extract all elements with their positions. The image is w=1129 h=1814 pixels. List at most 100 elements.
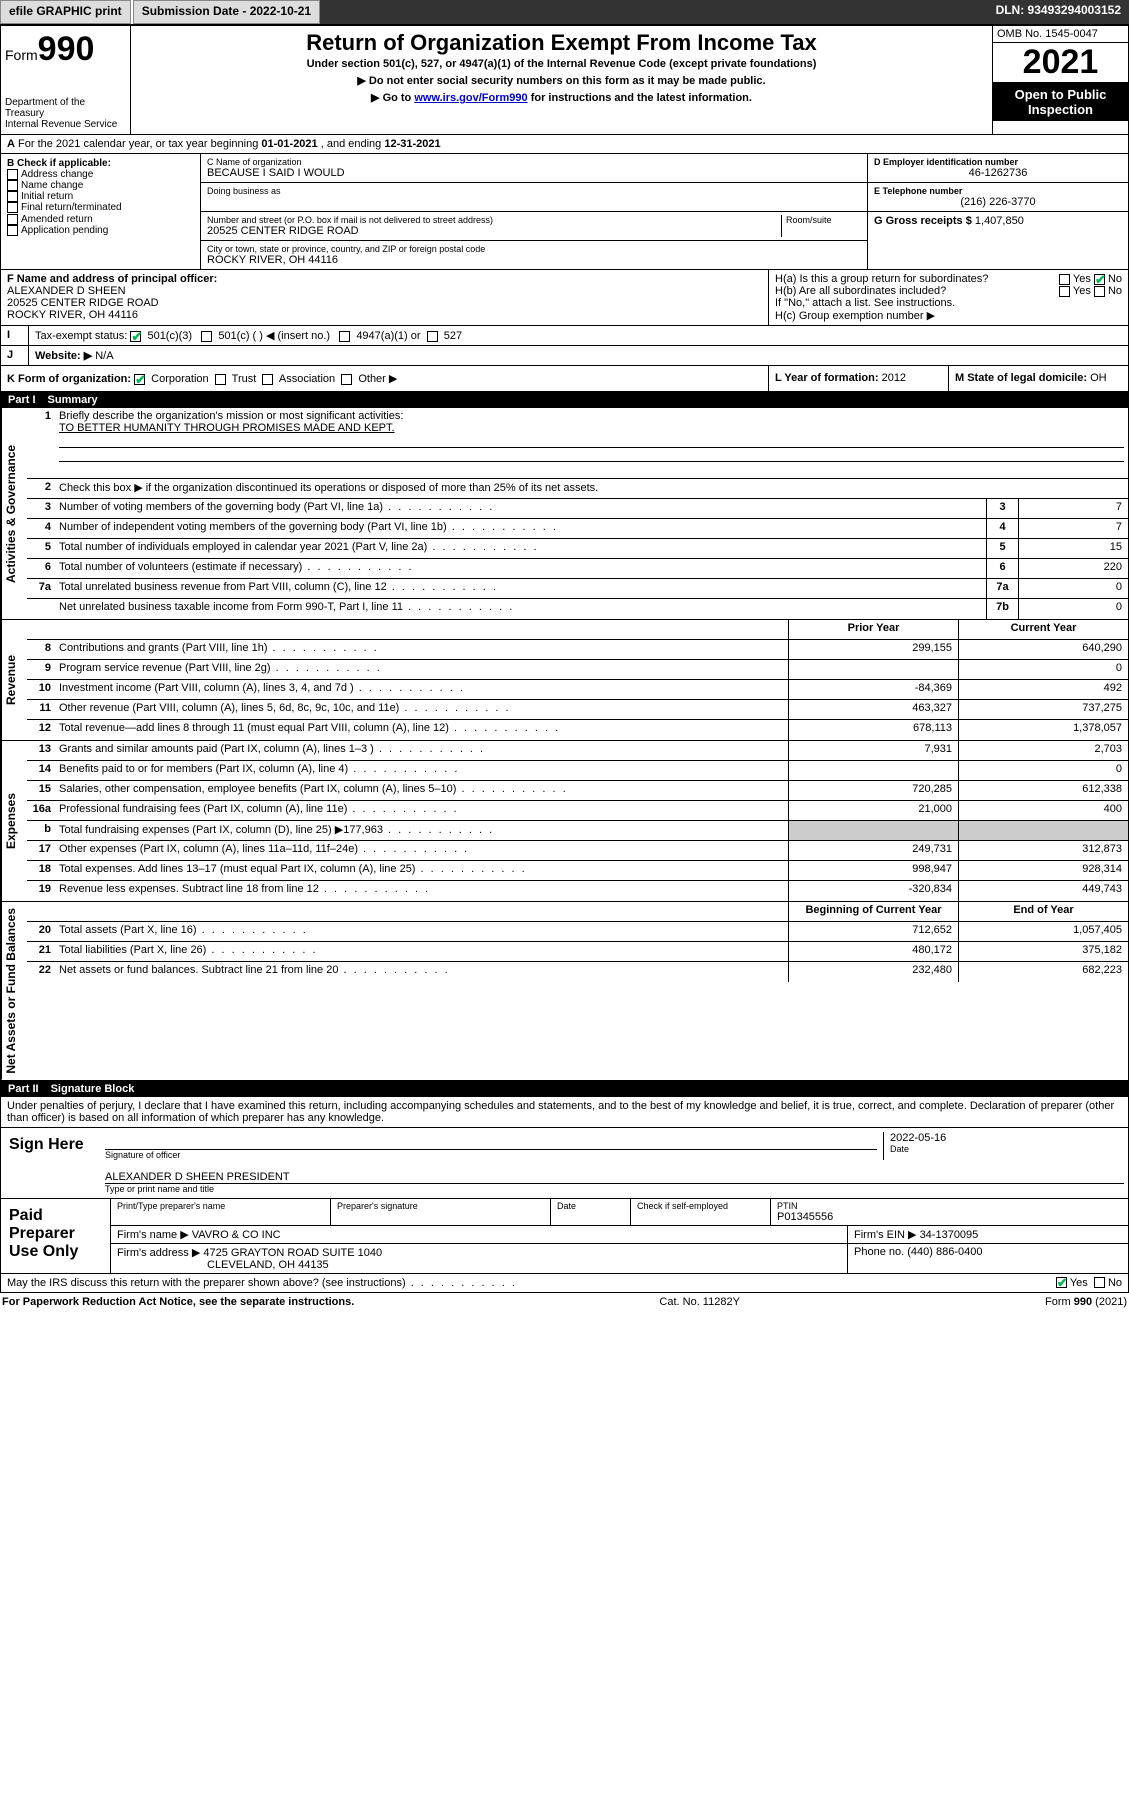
row-box: 3 (986, 499, 1018, 518)
hb-yes[interactable] (1059, 286, 1070, 297)
opt-other: Other ▶ (358, 373, 397, 385)
discuss-no[interactable] (1094, 1277, 1105, 1288)
dba-label: Doing business as (207, 186, 861, 196)
row-desc: Total unrelated business revenue from Pa… (55, 579, 986, 598)
part2-header: Part II Signature Block (0, 1081, 1129, 1097)
section-f: F Name and address of principal officer:… (1, 270, 768, 325)
topbar-spacer (320, 0, 987, 24)
part1-header: Part I Summary (0, 392, 1129, 408)
current-val: 2,703 (958, 741, 1128, 760)
prior-val (788, 761, 958, 780)
signature-date: 2022-05-16 (890, 1132, 1124, 1144)
topbar: efile GRAPHIC print Submission Date - 20… (0, 0, 1129, 24)
section-deg: D Employer identification number 46-1262… (868, 154, 1128, 269)
irs-link[interactable]: www.irs.gov/Form990 (414, 92, 527, 104)
domicile-value: OH (1090, 372, 1107, 384)
row-num: 15 (27, 781, 55, 800)
form-subtitle: Under section 501(c), 527, or 4947(a)(1)… (139, 58, 984, 70)
prior-val: 463,327 (788, 700, 958, 719)
hb-no[interactable] (1094, 286, 1105, 297)
officer-addr1: 20525 CENTER RIDGE ROAD (7, 297, 159, 309)
prep-date-label: Date (557, 1201, 624, 1211)
row-num: 22 (27, 962, 55, 982)
domicile-label: M State of legal domicile: (955, 372, 1087, 384)
discuss-yes-label: Yes (1070, 1277, 1088, 1289)
check-amended[interactable] (7, 214, 18, 225)
opt-pending: Application pending (21, 225, 108, 236)
goto-note: Go to www.irs.gov/Form990 for instructio… (139, 91, 984, 104)
discuss-yes[interactable] (1056, 1277, 1067, 1288)
row-desc: Investment income (Part VIII, column (A)… (55, 680, 788, 699)
check-trust[interactable] (215, 374, 226, 385)
check-address-change[interactable] (7, 169, 18, 180)
check-4947[interactable] (339, 331, 350, 342)
summary-revenue: Revenue bPrior YearCurrent Year 8 Contri… (0, 620, 1129, 741)
check-assoc[interactable] (262, 374, 273, 385)
check-corp[interactable] (134, 374, 145, 385)
check-app-pending[interactable] (7, 225, 18, 236)
discuss-no-label: No (1108, 1277, 1122, 1289)
check-501c[interactable] (201, 331, 212, 342)
opt-amended: Amended return (21, 214, 93, 225)
row-desc: Benefits paid to or for members (Part IX… (55, 761, 788, 780)
dept-treasury: Department of the Treasury (5, 97, 126, 119)
ein-value: 46-1262736 (874, 167, 1122, 179)
side-expenses: Expenses (1, 741, 27, 901)
ty-pre: For the 2021 calendar year, or tax year … (18, 138, 261, 150)
ha-yes[interactable] (1059, 274, 1070, 285)
side-net: Net Assets or Fund Balances (1, 902, 27, 1080)
check-501c3[interactable] (130, 331, 141, 342)
current-val: 449,743 (958, 881, 1128, 901)
opt-initial: Initial return (21, 191, 73, 202)
year-formation: 2012 (882, 372, 906, 384)
phone-label: E Telephone number (874, 186, 962, 196)
footer-right: Form 990 (2021) (1045, 1296, 1127, 1308)
section-m: M State of legal domicile: OH (948, 366, 1128, 391)
officer-signature-line[interactable] (105, 1132, 877, 1150)
form-header: Form990 Department of the Treasury Inter… (0, 24, 1129, 135)
row-desc: Number of independent voting members of … (55, 519, 986, 538)
prior-val: 712,652 (788, 922, 958, 941)
check-other[interactable] (341, 374, 352, 385)
check-initial[interactable] (7, 191, 18, 202)
ha-no[interactable] (1094, 274, 1105, 285)
current-val: 682,223 (958, 962, 1128, 982)
opt-527: 527 (444, 330, 462, 342)
row-val: 0 (1018, 599, 1128, 619)
prior-year-hdr: Prior Year (788, 620, 958, 639)
row-desc: Other expenses (Part IX, column (A), lin… (55, 841, 788, 860)
cell-grey (788, 821, 958, 840)
self-employed-check: Check if self-employed (637, 1201, 764, 1211)
prior-val (788, 660, 958, 679)
efile-print-button[interactable]: efile GRAPHIC print (0, 0, 131, 24)
summary-expenses: Expenses 13 Grants and similar amounts p… (0, 741, 1129, 902)
current-val: 400 (958, 801, 1128, 820)
row-num: b (27, 821, 55, 840)
firm-name: VAVRO & CO INC (192, 1229, 281, 1241)
org-name-label: C Name of organization (207, 157, 861, 167)
section-k: K Form of organization: Corporation Trus… (1, 366, 768, 391)
opt-assoc: Association (279, 373, 335, 385)
hc-label: H(c) Group exemption number ▶ (775, 309, 1122, 322)
ty-begin: 01-01-2021 (261, 138, 317, 150)
firm-phone: (440) 886-0400 (907, 1246, 982, 1258)
row-val: 15 (1018, 539, 1128, 558)
opt-address: Address change (21, 169, 93, 180)
form-number: Form990 (5, 30, 126, 69)
dln-label: DLN: 93493294003152 (988, 0, 1129, 24)
row-num: 16a (27, 801, 55, 820)
current-year-hdr: Current Year (958, 620, 1128, 639)
row-box: 5 (986, 539, 1018, 558)
website-label: Website: ▶ (35, 350, 92, 362)
row-val: 220 (1018, 559, 1128, 578)
officer-label: F Name and address of principal officer: (7, 273, 217, 285)
check-527[interactable] (427, 331, 438, 342)
website-value: N/A (95, 350, 113, 362)
row-num: 7a (27, 579, 55, 598)
row-desc: Total expenses. Add lines 13–17 (must eq… (55, 861, 788, 880)
current-val: 0 (958, 660, 1128, 679)
check-name-change[interactable] (7, 180, 18, 191)
check-final[interactable] (7, 202, 18, 213)
row-desc: Number of voting members of the governin… (55, 499, 986, 518)
dba-value (207, 196, 861, 208)
